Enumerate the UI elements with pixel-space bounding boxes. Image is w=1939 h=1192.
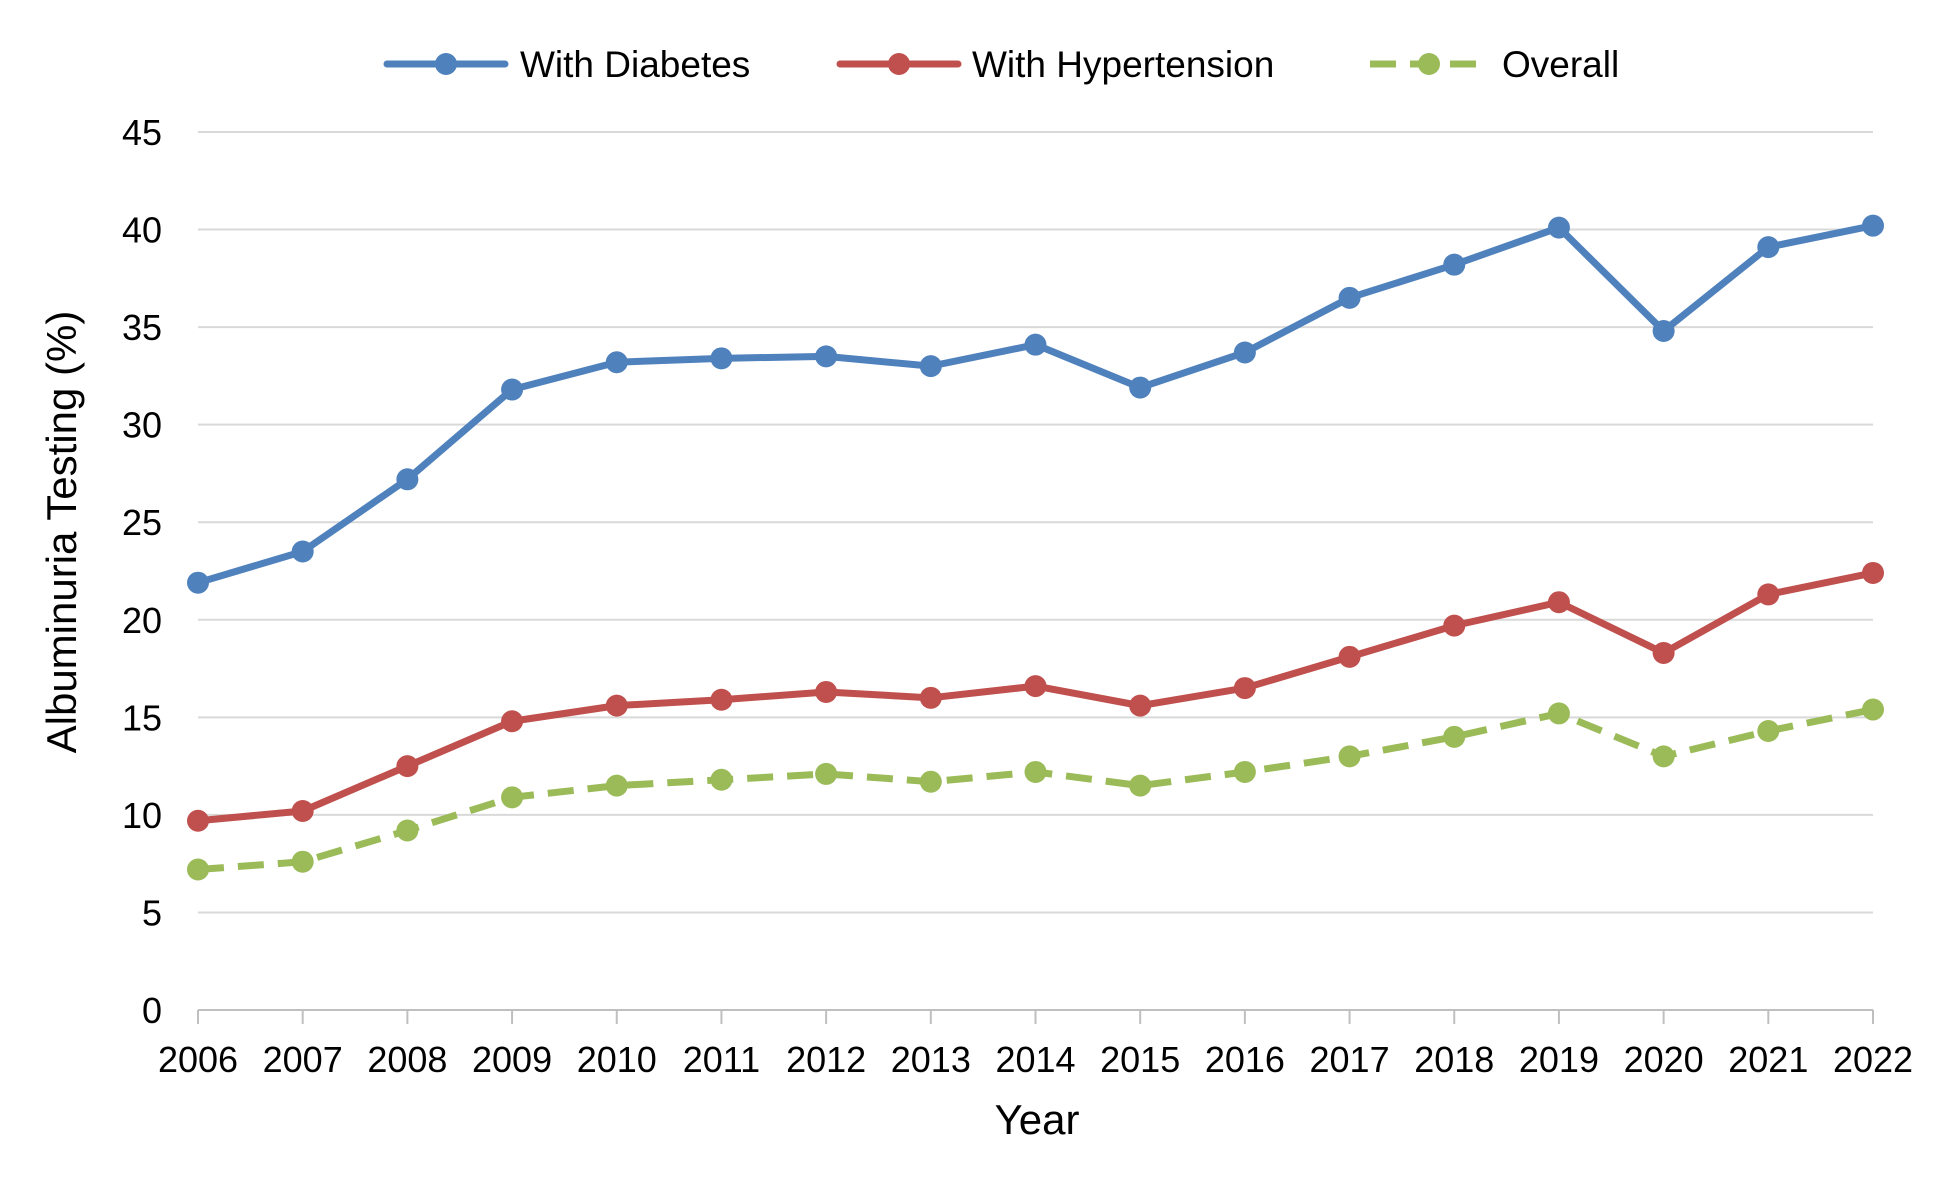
x-tick-label: 2021 — [1728, 1039, 1808, 1080]
x-tick-label: 2014 — [995, 1039, 1075, 1080]
data-point-overall — [710, 768, 733, 791]
data-point-overall — [1443, 725, 1466, 748]
data-point-with-hypertension — [291, 799, 314, 822]
x-tick-label: 2006 — [158, 1039, 238, 1080]
legend-label-overall: Overall — [1502, 44, 1619, 85]
data-point-with-diabetes — [187, 571, 209, 594]
data-point-overall — [1652, 745, 1675, 768]
data-point-with-diabetes — [501, 378, 524, 401]
gridlines — [198, 131, 1873, 914]
data-point-with-diabetes — [1757, 236, 1780, 259]
x-tick-label: 2020 — [1624, 1039, 1704, 1080]
y-tick-label: 30 — [122, 405, 162, 446]
y-tick-label: 20 — [122, 600, 162, 641]
data-point-overall — [1233, 760, 1256, 783]
data-point-overall — [187, 858, 209, 881]
x-tick-label: 2007 — [263, 1039, 343, 1080]
data-point-with-diabetes — [1024, 333, 1047, 356]
y-tick-label: 0 — [142, 990, 162, 1031]
data-point-with-hypertension — [396, 755, 419, 778]
data-point-with-diabetes — [1862, 214, 1884, 237]
data-point-with-hypertension — [1443, 614, 1466, 637]
x-tick-label: 2011 — [683, 1039, 760, 1080]
legend: With Diabetes With Hypertension Overall — [383, 44, 1619, 85]
y-tick-label: 25 — [122, 502, 162, 543]
data-point-overall — [1757, 719, 1780, 742]
x-tick-label: 2012 — [786, 1039, 866, 1080]
data-point-with-hypertension — [919, 686, 942, 709]
x-axis-title: Year — [995, 1096, 1080, 1143]
data-point-overall — [1862, 698, 1884, 721]
data-point-with-hypertension — [815, 680, 838, 703]
series-line-overall — [197, 706, 1874, 874]
legend-marker-with-diabetes — [435, 53, 457, 75]
data-point-with-diabetes — [919, 355, 942, 378]
data-point-with-hypertension — [187, 809, 209, 832]
data-point-with-diabetes — [1338, 286, 1361, 309]
y-tick-label: 40 — [122, 210, 162, 251]
x-tick-label: 2008 — [367, 1039, 447, 1080]
x-tick-label: 2010 — [577, 1039, 657, 1080]
data-point-overall — [919, 770, 942, 793]
y-tick-label: 45 — [122, 112, 162, 153]
data-point-with-hypertension — [501, 710, 524, 733]
data-point-with-hypertension — [1862, 561, 1884, 584]
data-point-with-diabetes — [291, 540, 314, 563]
data-point-overall — [1129, 774, 1152, 797]
data-point-with-diabetes — [710, 347, 733, 370]
data-point-with-hypertension — [1338, 645, 1361, 668]
y-tick-label: 10 — [122, 795, 162, 836]
legend-marker-with-hypertension — [888, 53, 910, 75]
data-point-overall — [396, 819, 419, 842]
data-point-with-hypertension — [1652, 641, 1675, 664]
y-tick-label: 5 — [142, 892, 162, 933]
data-point-with-hypertension — [1547, 591, 1570, 614]
legend-item-with-diabetes: With Diabetes — [383, 44, 750, 85]
data-point-with-diabetes — [1129, 376, 1152, 399]
y-tick-label: 35 — [122, 307, 162, 348]
data-point-with-hypertension — [1233, 677, 1256, 700]
x-tick-label: 2017 — [1310, 1039, 1390, 1080]
data-point-with-hypertension — [1024, 675, 1047, 698]
data-point-overall — [291, 850, 314, 873]
y-tick-label: 15 — [122, 697, 162, 738]
data-point-overall — [501, 786, 524, 809]
x-tick-label: 2016 — [1205, 1039, 1285, 1080]
data-point-with-diabetes — [605, 351, 628, 374]
axes: 0 5 10 15 20 25 30 35 40 45 2006 2007 2008 2009 2010 20… — [122, 112, 1913, 1080]
x-tick-label: 2009 — [472, 1039, 552, 1080]
legend-label-with-diabetes: With Diabetes — [520, 44, 750, 85]
data-point-with-diabetes — [396, 468, 419, 491]
data-point-with-diabetes — [815, 345, 838, 368]
x-tick-label: 2018 — [1414, 1039, 1494, 1080]
data-point-overall — [1547, 702, 1570, 725]
x-tick-label: 2013 — [891, 1039, 971, 1080]
x-tick-label: 2022 — [1833, 1039, 1913, 1080]
x-tick-label: 2015 — [1100, 1039, 1180, 1080]
data-point-with-diabetes — [1443, 253, 1466, 276]
data-point-with-diabetes — [1652, 320, 1675, 343]
series-line-with-diabetes — [194, 222, 1877, 587]
legend-label-with-hypertension: With Hypertension — [972, 44, 1274, 85]
data-point-with-hypertension — [1757, 583, 1780, 606]
data-point-with-diabetes — [1547, 216, 1570, 239]
data-point-with-hypertension — [605, 694, 628, 717]
legend-marker-overall — [1418, 53, 1440, 75]
data-point-with-diabetes — [1233, 341, 1256, 364]
legend-item-overall: Overall — [1370, 44, 1619, 85]
x-tick-label: 2019 — [1519, 1039, 1599, 1080]
data-point-overall — [815, 762, 838, 785]
data-point-overall — [1338, 745, 1361, 768]
legend-item-with-hypertension: With Hypertension — [836, 44, 1274, 85]
series-lines — [187, 214, 1884, 881]
data-point-with-hypertension — [710, 688, 733, 711]
y-axis-title: Albuminuria Testing (%) — [38, 311, 85, 754]
data-point-overall — [605, 774, 628, 797]
data-point-with-hypertension — [1129, 694, 1152, 717]
data-point-overall — [1024, 760, 1047, 783]
